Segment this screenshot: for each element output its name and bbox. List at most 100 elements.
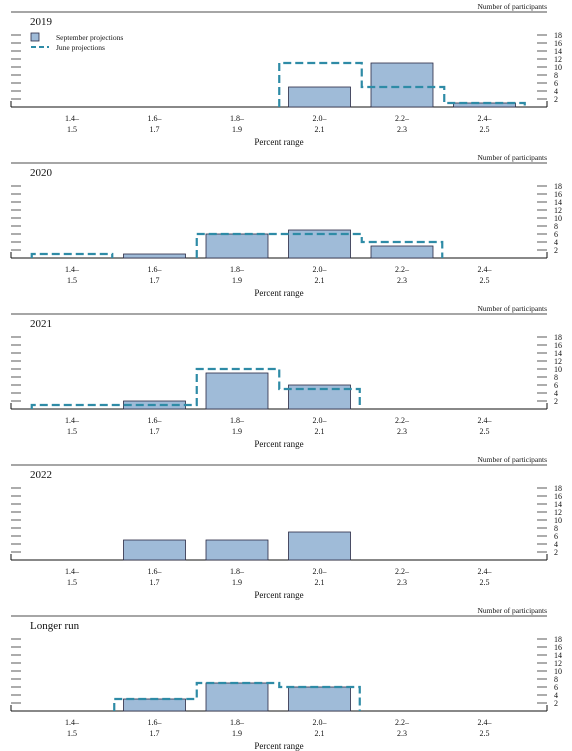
x-tick-label: 2.0– <box>313 114 328 123</box>
x-tick-label: 2.1 <box>315 578 325 587</box>
x-tick-label: 2.5 <box>480 276 490 285</box>
x-tick-label: 2.0– <box>313 567 328 576</box>
y-tick-label: 16 <box>554 39 562 48</box>
y-tick-label: 10 <box>554 667 562 676</box>
legend-label-september: September projections <box>56 33 123 42</box>
y-tick-label: 4 <box>554 87 558 96</box>
x-tick-label: 2.1 <box>315 125 325 134</box>
chart-panel: Number of participants 2022 24681012141618… <box>10 455 562 600</box>
y-tick-label: 4 <box>554 540 558 549</box>
bar-september-4 <box>370 62 434 108</box>
y-tick-label: 10 <box>554 63 562 72</box>
y-axis-label: Number of participants <box>477 153 547 162</box>
y-axis-label: Number of participants <box>477 2 547 11</box>
x-tick-label: 1.8– <box>230 718 245 727</box>
x-tick-label: 1.4– <box>65 718 80 727</box>
x-tick-label: 2.3 <box>397 125 407 134</box>
y-tick-label: 8 <box>554 71 558 80</box>
x-tick-label: 2.4– <box>478 114 493 123</box>
x-tick-label: 2.4– <box>478 718 493 727</box>
y-tick-label: 12 <box>554 206 562 215</box>
x-tick-label: 1.8– <box>230 416 245 425</box>
x-tick-label: 2.5 <box>480 729 490 738</box>
legend-swatch-september <box>30 32 40 42</box>
bar-september-3 <box>288 86 351 108</box>
x-tick-label: 1.5 <box>67 276 77 285</box>
panel-title: 2019 <box>30 16 53 28</box>
chart-panel: Number of participants 2021 24681012141618… <box>10 304 562 449</box>
panel-title: Longer run <box>30 620 80 632</box>
y-tick-label: 10 <box>554 365 562 374</box>
x-axis-label: Percent range <box>254 741 303 751</box>
x-tick-label: 2.0– <box>313 265 328 274</box>
y-tick-label: 6 <box>554 683 558 692</box>
x-tick-label: 1.5 <box>67 125 77 134</box>
y-tick-label: 14 <box>554 500 562 509</box>
y-tick-label: 18 <box>554 635 562 644</box>
bar-september-2 <box>205 233 269 259</box>
x-tick-label: 1.9 <box>232 729 242 738</box>
x-tick-label: 2.2– <box>395 265 410 274</box>
x-tick-label: 1.5 <box>67 427 77 436</box>
x-tick-label: 1.7 <box>150 276 160 285</box>
bar-september-1 <box>123 539 186 561</box>
x-tick-label: 1.8– <box>230 265 245 274</box>
y-tick-label: 2 <box>554 246 558 255</box>
y-tick-label: 14 <box>554 198 562 207</box>
x-tick-label: 2.4– <box>478 567 493 576</box>
panel-title: 2020 <box>30 167 53 179</box>
chart-panel: Number of participants 2019 24681012141618… <box>10 2 562 147</box>
panel-title: 2021 <box>30 318 52 330</box>
y-tick-label: 2 <box>554 95 558 104</box>
y-tick-label: 18 <box>554 484 562 493</box>
x-tick-label: 1.6– <box>148 718 163 727</box>
x-tick-label: 1.4– <box>65 416 80 425</box>
x-tick-label: 2.4– <box>478 416 493 425</box>
y-tick-label: 14 <box>554 47 562 56</box>
bar-september-4 <box>370 245 434 259</box>
y-axis-label: Number of participants <box>477 455 547 464</box>
bar-september-1 <box>123 253 186 259</box>
y-tick-label: 10 <box>554 214 562 223</box>
y-tick-label: 14 <box>554 651 562 660</box>
x-tick-label: 2.1 <box>315 276 325 285</box>
x-tick-label: 2.1 <box>315 729 325 738</box>
x-tick-label: 1.5 <box>67 578 77 587</box>
x-tick-label: 1.7 <box>150 729 160 738</box>
chart-panel: Number of participants 2020 24681012141618… <box>10 153 562 298</box>
y-axis-label: Number of participants <box>477 304 547 313</box>
y-axis-label: Number of participants <box>477 606 547 615</box>
x-axis-label: Percent range <box>254 439 303 449</box>
bar-september-2 <box>205 372 269 410</box>
x-tick-label: 1.9 <box>232 125 242 134</box>
x-tick-label: 2.2– <box>395 416 410 425</box>
y-tick-label: 18 <box>554 31 562 40</box>
x-tick-label: 1.6– <box>148 265 163 274</box>
x-tick-label: 1.6– <box>148 416 163 425</box>
x-tick-label: 1.7 <box>150 427 160 436</box>
legend-label-june: June projections <box>56 43 105 52</box>
y-tick-label: 16 <box>554 341 562 350</box>
y-tick-label: 12 <box>554 508 562 517</box>
x-tick-label: 2.3 <box>397 578 407 587</box>
x-tick-label: 2.1 <box>315 427 325 436</box>
june-projection-step-line <box>30 367 361 409</box>
x-tick-label: 1.6– <box>148 114 163 123</box>
y-tick-label: 4 <box>554 389 558 398</box>
x-tick-label: 2.2– <box>395 114 410 123</box>
y-tick-label: 6 <box>554 230 558 239</box>
y-tick-label: 12 <box>554 659 562 668</box>
y-tick-label: 12 <box>554 55 562 64</box>
y-tick-label: 14 <box>554 349 562 358</box>
y-tick-label: 2 <box>554 548 558 557</box>
june-projection-step-line <box>30 232 444 258</box>
y-tick-label: 16 <box>554 492 562 501</box>
y-tick-label: 16 <box>554 190 562 199</box>
x-tick-label: 1.8– <box>230 567 245 576</box>
x-tick-label: 2.3 <box>397 276 407 285</box>
x-tick-label: 1.6– <box>148 567 163 576</box>
x-tick-label: 1.9 <box>232 578 242 587</box>
bar-september-1 <box>123 698 186 712</box>
